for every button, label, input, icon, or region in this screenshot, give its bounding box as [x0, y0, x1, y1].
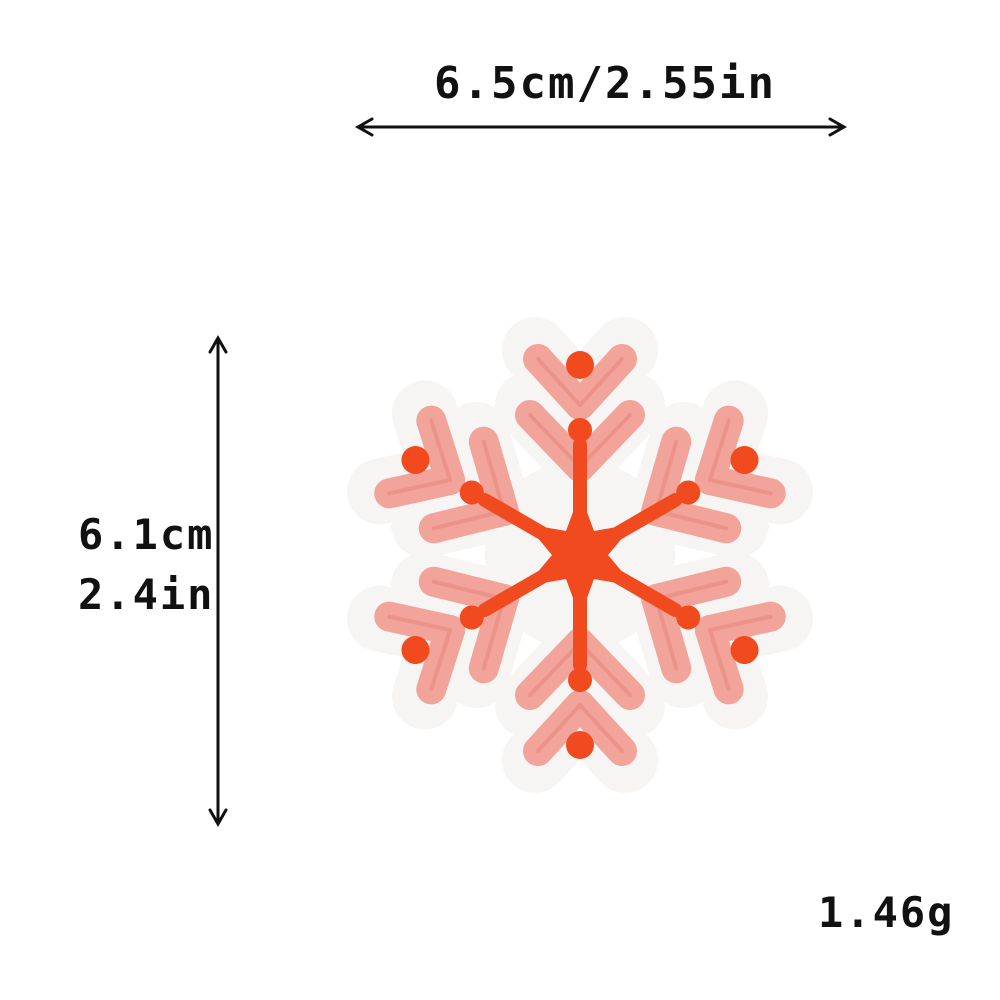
snowflake-patch-icon: [340, 315, 820, 795]
height-in-text: 2.4in: [78, 570, 215, 619]
height-arrow-icon: [208, 334, 228, 828]
patch-embroidery: [378, 351, 781, 759]
weight-label: 1.46g: [818, 888, 955, 937]
width-dimension-label: 6.5cm/2.55in: [434, 58, 776, 109]
width-arrow-icon: [354, 117, 848, 137]
center-star-icon: [526, 493, 634, 617]
height-cm-text: 6.1cm: [78, 510, 215, 559]
height-dimension-label: 6.1cm 2.4in: [78, 505, 214, 625]
